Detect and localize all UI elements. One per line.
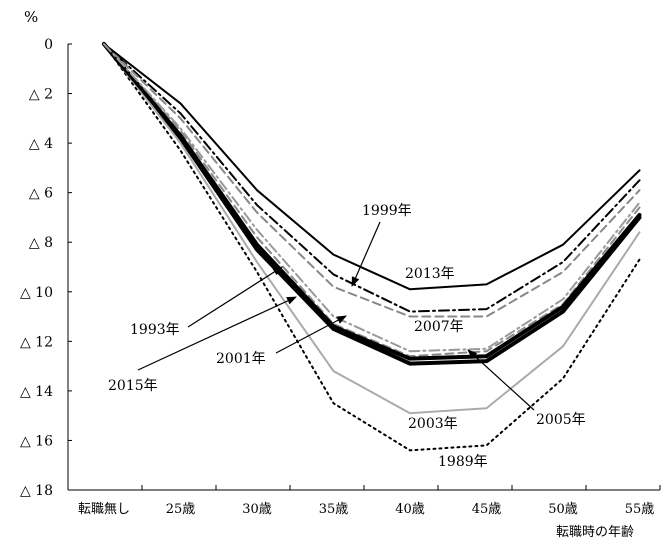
y-tick-label: △ 10 bbox=[20, 285, 53, 301]
x-tick-label: 40歳 bbox=[395, 502, 425, 517]
annotation-label: 2015年 bbox=[108, 378, 158, 394]
y-unit-label: % bbox=[24, 8, 38, 26]
series-line-1989年 bbox=[103, 43, 641, 452]
annotation-arrow bbox=[275, 315, 347, 354]
y-tick-label: △ 18 bbox=[20, 483, 53, 499]
axes: 0 △ 2 △ 4 △ 6 △ 8 △ 10 △ 12 △ 14 △ 16 △ 18 転職無し 25歳… bbox=[20, 37, 661, 517]
y-tick-label: △ 14 bbox=[20, 384, 53, 400]
y-tick-label: △ 2 bbox=[29, 87, 53, 103]
annotation-arrow bbox=[187, 266, 283, 328]
x-tick-label: 30歳 bbox=[242, 502, 272, 517]
x-tick-label: 転職無し bbox=[78, 502, 130, 517]
y-tick-label: 0 bbox=[44, 37, 53, 53]
y-tick-label: △ 4 bbox=[29, 136, 53, 152]
annotation-label: 1989年 bbox=[438, 454, 488, 470]
series-line-2015年 bbox=[103, 43, 641, 353]
series-line-2013年 bbox=[103, 43, 641, 291]
annotation-label: 1999年 bbox=[362, 203, 412, 219]
x-tick-label: 35歳 bbox=[319, 502, 349, 517]
y-tick-label: △ 8 bbox=[29, 235, 53, 251]
x-tick-label: 25歳 bbox=[166, 502, 196, 517]
series-line-2007年 bbox=[103, 43, 641, 318]
annotation-arrow bbox=[137, 296, 297, 371]
x-axis-title: 転職時の年齢 bbox=[556, 525, 634, 540]
annotation-label: 2003年 bbox=[408, 416, 458, 432]
x-tick-label: 55歳 bbox=[625, 502, 655, 517]
y-tick-label: △ 16 bbox=[20, 433, 53, 449]
y-tick-label: △ 12 bbox=[20, 334, 53, 350]
series-line-1999年 bbox=[103, 43, 641, 313]
x-tick-label: 50歳 bbox=[548, 502, 578, 517]
annotation-label: 2007年 bbox=[414, 319, 464, 335]
annotation-arrow bbox=[467, 349, 535, 411]
annotation-label: 2013年 bbox=[405, 266, 455, 282]
x-tick-label: 45歳 bbox=[472, 502, 502, 517]
y-tick-label: △ 6 bbox=[29, 186, 53, 202]
annotation-label: 2001年 bbox=[216, 351, 266, 367]
annotation-label: 2005年 bbox=[536, 412, 586, 428]
annotation-arrow bbox=[351, 221, 381, 287]
annotation-label: 1993年 bbox=[130, 322, 180, 338]
series-line-2001年 bbox=[103, 43, 641, 358]
series-line-2005年 bbox=[102, 42, 642, 361]
series-layer bbox=[102, 42, 642, 452]
series-line-2003年 bbox=[103, 43, 641, 415]
annotation-layer: 1999年 2013年 2007年 1993年 2001年 2015年 2003年 2005年… bbox=[108, 203, 586, 470]
